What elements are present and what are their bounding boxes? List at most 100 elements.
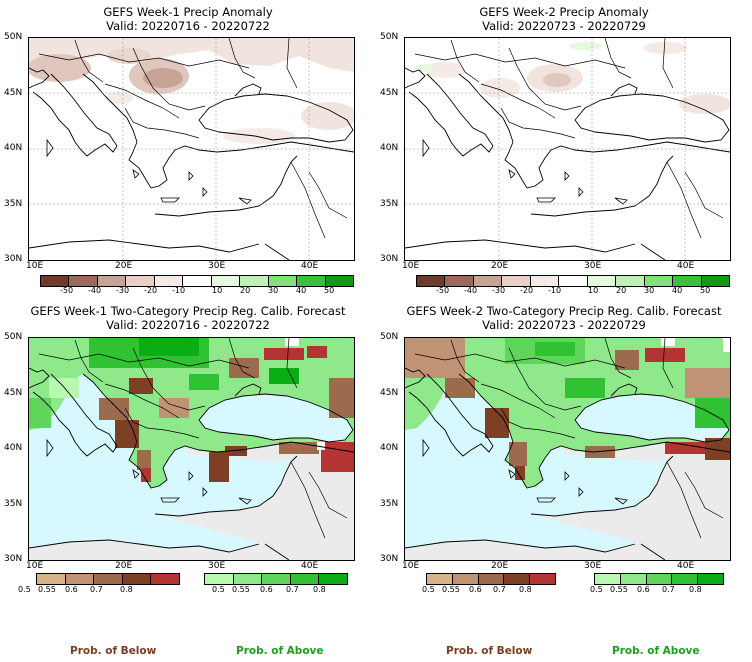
colorbar-tick: 0.8 bbox=[313, 585, 326, 594]
colorbar-tick: 0.7 bbox=[662, 585, 675, 594]
anomaly-map bbox=[28, 37, 355, 261]
lat-label: 35N bbox=[4, 199, 23, 209]
coastlines bbox=[29, 67, 354, 260]
islands bbox=[422, 438, 628, 505]
panel-week2-anomaly: GEFS Week-2 Precip Anomaly Valid: 202207… bbox=[376, 0, 752, 300]
colorbar-tick: 0.6 bbox=[637, 585, 650, 594]
lat-label: 50N bbox=[4, 32, 23, 42]
lat-label: 40N bbox=[4, 143, 23, 153]
colorbar-tick: -50 bbox=[60, 286, 74, 295]
panel-valid-dates: Valid: 20220723 - 20220729 bbox=[482, 19, 646, 33]
colorbar-tick: 0.55 bbox=[38, 585, 56, 594]
lat-label: 35N bbox=[380, 499, 399, 509]
lat-label: 35N bbox=[380, 199, 399, 209]
borders bbox=[414, 38, 724, 239]
colorbar-tick: 0.55 bbox=[442, 585, 460, 594]
panel-week2-probability: GEFS Week-2 Two-Category Precip Reg. Cal… bbox=[376, 300, 752, 662]
lon-label: 20E bbox=[491, 261, 509, 271]
coastlines bbox=[29, 367, 354, 560]
colorbar-tick: 0.8 bbox=[519, 585, 532, 594]
prob-below-colorbar bbox=[36, 573, 180, 585]
lat-label: 40N bbox=[380, 443, 399, 453]
lat-label: 40N bbox=[380, 143, 399, 153]
borders bbox=[38, 38, 348, 239]
lon-label: 20E bbox=[115, 261, 133, 271]
colorbar-tick: -20 bbox=[520, 286, 534, 295]
lon-label: 10E bbox=[26, 261, 44, 271]
prob-below-colorbar bbox=[426, 573, 556, 585]
probability-map bbox=[404, 337, 731, 561]
prob-above-colorbar bbox=[204, 573, 348, 585]
graticule bbox=[405, 38, 730, 260]
lat-label: 50N bbox=[380, 32, 399, 42]
lat-label: 45N bbox=[380, 88, 399, 98]
colorbar-tick: 50 bbox=[700, 286, 711, 295]
colorbar-tick: -40 bbox=[88, 286, 102, 295]
lat-label: 35N bbox=[4, 499, 23, 509]
lon-label: 30E bbox=[584, 261, 602, 271]
colorbar-tick: 0.7 bbox=[493, 585, 506, 594]
lon-label: 40E bbox=[301, 261, 319, 271]
colorbar-tick: 10 bbox=[212, 286, 223, 295]
panel-valid-dates: Valid: 20220716 - 20220722 bbox=[106, 318, 270, 332]
colorbar-tick: 20 bbox=[240, 286, 251, 295]
colorbar-tick: 30 bbox=[268, 286, 279, 295]
lon-label: 40E bbox=[301, 561, 319, 571]
lon-label: 10E bbox=[402, 261, 420, 271]
colorbar-tick: -30 bbox=[492, 286, 506, 295]
panel-title: GEFS Week-1 Two-Category Precip Reg. Cal… bbox=[30, 304, 346, 318]
colorbar-tick: 10 bbox=[588, 286, 599, 295]
islands bbox=[422, 138, 628, 205]
lat-label: 45N bbox=[380, 388, 399, 398]
colorbar-tick: 0.5 bbox=[18, 585, 31, 594]
prob-above-label: Prob. of Above bbox=[612, 645, 700, 657]
colorbar-tick: 0.5 bbox=[212, 585, 225, 594]
panel-valid-dates: Valid: 20220716 - 20220722 bbox=[106, 19, 270, 33]
lon-label: 40E bbox=[677, 561, 695, 571]
lat-label: 30N bbox=[380, 254, 399, 264]
colorbar-tick: -30 bbox=[116, 286, 130, 295]
graticule bbox=[29, 38, 354, 260]
borders bbox=[38, 338, 348, 539]
panel-week1-probability: GEFS Week-1 Two-Category Precip Reg. Cal… bbox=[0, 300, 376, 662]
colorbar-tick: -50 bbox=[436, 286, 450, 295]
islands bbox=[46, 438, 252, 505]
panel-title: GEFS Week-2 Two-Category Precip Reg. Cal… bbox=[406, 304, 722, 318]
colorbar-tick: 0.5 bbox=[422, 585, 435, 594]
anomaly-shading bbox=[29, 38, 354, 144]
prob-below-label: Prob. of Below bbox=[70, 645, 157, 657]
lat-label: 30N bbox=[380, 554, 399, 564]
colorbar-tick: 0.55 bbox=[232, 585, 250, 594]
lon-label: 20E bbox=[491, 561, 509, 571]
colorbar-tick: 40 bbox=[672, 286, 683, 295]
probability-map bbox=[28, 337, 355, 561]
anomaly-colorbar bbox=[416, 275, 730, 287]
anomaly-map bbox=[404, 37, 731, 261]
anomaly-shading bbox=[415, 42, 730, 114]
colorbar-tick: 0.6 bbox=[260, 585, 273, 594]
colorbar-tick: -10 bbox=[172, 286, 186, 295]
lat-label: 50N bbox=[380, 332, 399, 342]
lon-label: 40E bbox=[677, 261, 695, 271]
prob-above-colorbar bbox=[594, 573, 724, 585]
colorbar-tick: 50 bbox=[324, 286, 335, 295]
colorbar-tick: 0.7 bbox=[90, 585, 103, 594]
colorbar-tick: 0.55 bbox=[610, 585, 628, 594]
lon-label: 10E bbox=[26, 561, 44, 571]
colorbar-tick: -10 bbox=[548, 286, 562, 295]
anomaly-colorbar bbox=[40, 275, 354, 287]
lon-label: 20E bbox=[115, 561, 133, 571]
colorbar-tick: 0.8 bbox=[689, 585, 702, 594]
panel-title: GEFS Week-1 Precip Anomaly bbox=[103, 5, 273, 19]
islands bbox=[46, 138, 252, 205]
lon-label: 30E bbox=[208, 561, 226, 571]
panel-week1-anomaly: GEFS Week-1 Precip Anomaly Valid: 202207… bbox=[0, 0, 376, 300]
colorbar-tick: 40 bbox=[296, 286, 307, 295]
coastlines bbox=[405, 67, 730, 260]
lat-label: 50N bbox=[4, 332, 23, 342]
lat-label: 30N bbox=[4, 554, 23, 564]
panel-valid-dates: Valid: 20220723 - 20220729 bbox=[482, 318, 646, 332]
colorbar-tick: 0.5 bbox=[590, 585, 603, 594]
lat-label: 45N bbox=[4, 388, 23, 398]
colorbar-tick: -40 bbox=[464, 286, 478, 295]
